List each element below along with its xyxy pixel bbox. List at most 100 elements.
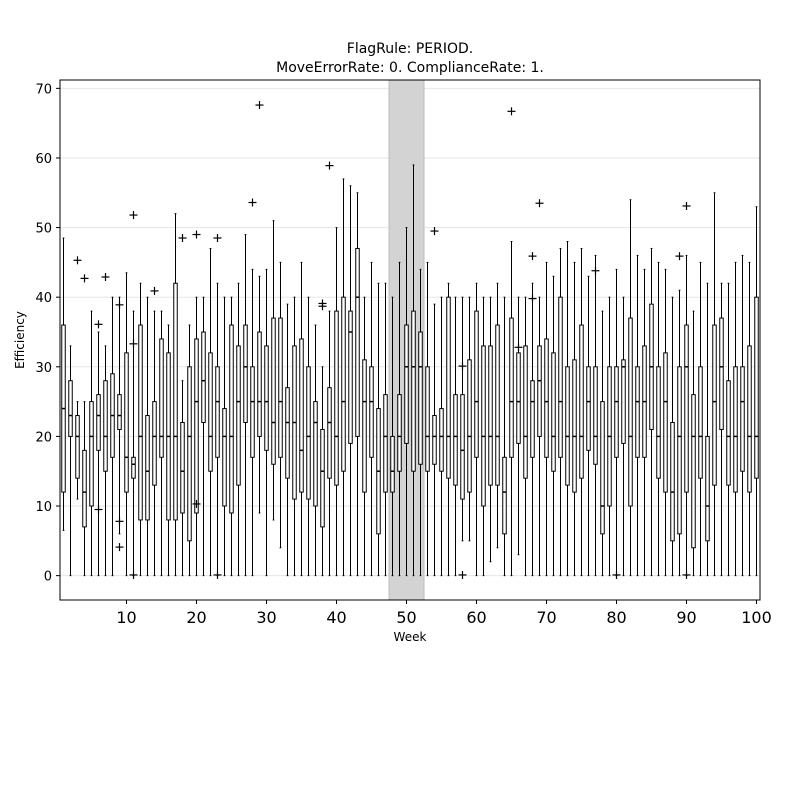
box-iqr: [334, 310, 339, 486]
box-week-11: [131, 310, 136, 577]
box-iqr: [670, 421, 675, 542]
box-week-2: [68, 345, 73, 577]
box-week-17: [173, 213, 178, 577]
box-week-18: [180, 380, 185, 577]
box-week-41: [341, 178, 346, 577]
box-iqr: [726, 380, 731, 486]
box-iqr: [684, 324, 689, 493]
box-week-62: [488, 296, 493, 563]
box-iqr: [712, 324, 717, 486]
box-week-72: [558, 247, 563, 577]
box-iqr: [488, 345, 493, 486]
box-iqr: [733, 366, 738, 493]
outlier-marker: [150, 286, 159, 295]
box-week-69: [537, 296, 542, 577]
box-week-83: [635, 254, 640, 577]
box-iqr: [250, 366, 255, 458]
outlier-marker: [213, 570, 222, 579]
y-tick-label: 20: [35, 430, 52, 445]
box-iqr: [565, 366, 570, 486]
box-week-98: [740, 254, 745, 577]
box-iqr: [222, 408, 227, 507]
box-week-53: [425, 261, 430, 577]
chart-title-line-2: MoveErrorRate: 0. ComplianceRate: 1.: [276, 60, 544, 76]
box-iqr: [579, 324, 584, 479]
box-week-10: [124, 272, 129, 577]
box-iqr: [404, 324, 409, 444]
box-week-23: [215, 282, 220, 577]
box-iqr: [138, 324, 143, 521]
box-iqr: [348, 310, 353, 444]
box-iqr: [327, 387, 332, 479]
box-iqr: [173, 282, 178, 521]
box-week-25: [229, 296, 234, 577]
box-iqr: [201, 331, 206, 423]
box-week-36: [306, 296, 311, 577]
box-week-42: [348, 185, 353, 577]
y-axis: 0 10 20 30 40 50 60 70: [35, 82, 60, 585]
outlier-marker: [80, 274, 89, 283]
box-iqr: [586, 366, 591, 451]
box-iqr: [516, 352, 521, 444]
box-week-29: [257, 275, 262, 514]
outlier-marker: [213, 234, 222, 243]
box-week-48: [390, 296, 395, 577]
y-tick-label: 40: [35, 291, 52, 306]
outlier-marker: [178, 234, 187, 243]
box-iqr: [502, 456, 507, 535]
box-week-85: [649, 247, 654, 577]
outlier-marker: [129, 570, 138, 579]
box-iqr: [383, 394, 388, 493]
box-week-54: [432, 303, 437, 577]
box-week-84: [642, 268, 647, 577]
box-iqr: [509, 317, 514, 458]
outliers-layer: [73, 101, 691, 579]
box-week-34: [292, 296, 297, 577]
box-week-16: [166, 324, 171, 577]
y-tick-label: 10: [35, 500, 52, 515]
box-iqr: [152, 401, 157, 486]
box-iqr: [418, 331, 423, 465]
box-week-8: [110, 296, 115, 577]
outlier-marker: [514, 343, 523, 352]
box-iqr: [411, 310, 416, 472]
box-iqr: [747, 345, 752, 493]
box-iqr: [614, 366, 619, 458]
box-iqr: [180, 421, 185, 514]
box-iqr: [481, 345, 486, 507]
outlier-marker: [430, 227, 439, 236]
box-iqr: [96, 394, 101, 451]
x-tick-label: 40: [326, 608, 346, 627]
outlier-marker: [675, 252, 684, 261]
outlier-marker: [94, 505, 103, 514]
x-tick-label: 70: [536, 608, 556, 627]
box-week-38: [320, 366, 325, 577]
box-week-50: [404, 227, 409, 577]
y-tick-label: 60: [35, 152, 52, 167]
box-iqr: [89, 401, 94, 507]
box-week-75: [579, 247, 584, 577]
box-iqr: [187, 366, 192, 542]
box-week-24: [222, 296, 227, 577]
box-week-80: [614, 268, 619, 577]
box-week-51: [411, 164, 416, 577]
outlier-marker: [507, 107, 516, 116]
boxes-layer: [61, 164, 759, 577]
box-week-45: [369, 261, 374, 577]
box-iqr: [103, 380, 108, 472]
box-iqr: [530, 380, 535, 458]
box-iqr: [397, 394, 402, 472]
box-week-86: [656, 261, 661, 577]
box-iqr: [740, 366, 745, 472]
box-iqr: [362, 359, 367, 493]
box-iqr: [75, 415, 80, 479]
box-week-64: [502, 296, 507, 577]
outlier-marker: [73, 256, 82, 265]
box-week-90: [684, 254, 689, 577]
box-iqr: [320, 428, 325, 528]
box-iqr: [124, 352, 129, 493]
box-iqr: [663, 352, 668, 493]
box-iqr: [628, 317, 633, 507]
box-week-4: [82, 401, 87, 577]
